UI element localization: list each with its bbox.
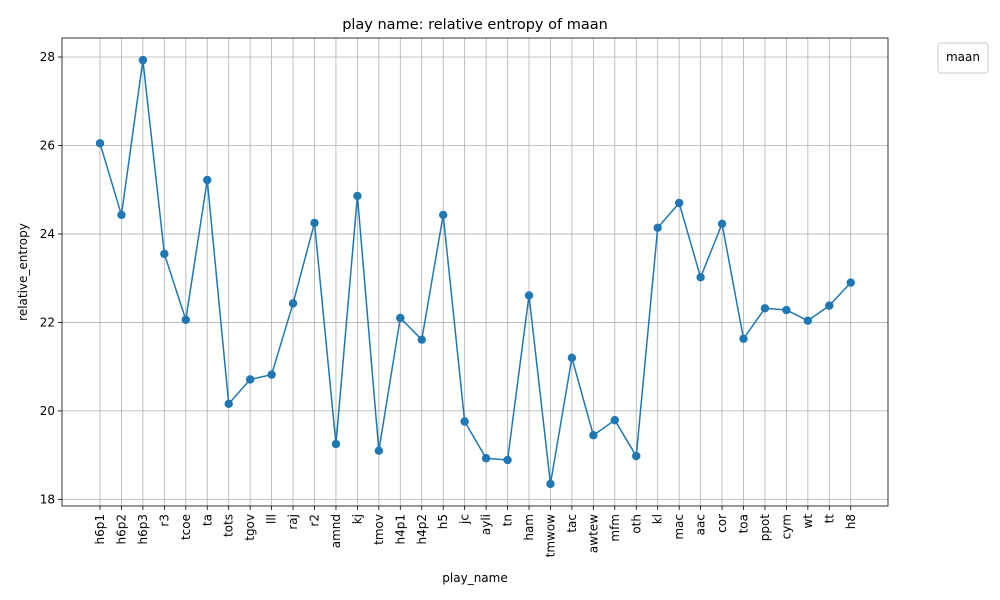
x-tick-label: h6p1 bbox=[93, 514, 107, 545]
y-tick-label: 20 bbox=[40, 404, 55, 418]
y-tick-label: 22 bbox=[40, 315, 55, 329]
data-point-mac bbox=[674, 198, 684, 208]
data-point-tmwow bbox=[546, 479, 555, 489]
data-point-mfm bbox=[610, 415, 619, 425]
x-axis-label: play_name bbox=[442, 571, 507, 585]
data-point-r3 bbox=[160, 249, 169, 259]
data-point-amnd bbox=[331, 439, 341, 449]
data-point-h5 bbox=[439, 210, 448, 220]
x-tick-label: amnd bbox=[329, 514, 343, 548]
x-tick-label: r3 bbox=[157, 514, 171, 527]
x-tick-label: h6p2 bbox=[114, 514, 128, 545]
plot-frame bbox=[61, 37, 889, 507]
x-tick-label: lll bbox=[265, 514, 279, 524]
data-point-tac bbox=[567, 353, 577, 363]
x-tick-label: mfm bbox=[608, 514, 622, 542]
data-point-kj bbox=[353, 191, 362, 201]
x-tick-label: tn bbox=[501, 514, 515, 526]
chart-title: play name: relative entropy of maan bbox=[342, 17, 608, 33]
x-tick-label: oth bbox=[629, 514, 643, 534]
data-point-tn bbox=[503, 455, 512, 465]
data-point-tgov bbox=[245, 375, 255, 384]
data-point-h4p1 bbox=[396, 313, 405, 323]
data-point-wt bbox=[803, 316, 813, 325]
x-tick-label: tmov bbox=[372, 514, 386, 545]
data-point-ppot bbox=[760, 304, 770, 313]
data-point-tt bbox=[825, 301, 834, 310]
x-tick-label: h4p1 bbox=[393, 514, 407, 545]
data-point-aac bbox=[696, 273, 705, 282]
data-point-kl bbox=[653, 223, 662, 232]
y-axis: 18 20 22 24 26 28 bbox=[40, 50, 62, 506]
x-tick-label: ayli bbox=[479, 514, 493, 535]
x-tick-label: h8 bbox=[844, 514, 858, 529]
data-point-tots bbox=[224, 399, 233, 409]
x-tick-label: kj bbox=[350, 514, 364, 524]
legend-title: maan bbox=[946, 50, 980, 64]
x-tick-label: raj bbox=[286, 514, 300, 530]
data-point-cym bbox=[782, 305, 791, 315]
y-tick-label: 28 bbox=[40, 50, 55, 64]
series-line bbox=[95, 55, 855, 489]
data-point-h6p1 bbox=[95, 139, 105, 148]
x-tick-label: cym bbox=[779, 514, 793, 539]
x-tick-label: mac bbox=[672, 514, 686, 540]
x-tick-label: h4p2 bbox=[415, 514, 429, 545]
x-tick-label: awtew bbox=[586, 514, 600, 553]
x-tick-label: kl bbox=[651, 514, 665, 524]
grid bbox=[62, 38, 888, 506]
y-tick-label: 24 bbox=[40, 227, 55, 241]
y-tick-label: 18 bbox=[40, 492, 55, 506]
x-tick-label: wt bbox=[801, 514, 815, 529]
x-tick-label: tots bbox=[222, 514, 236, 537]
data-point-ta bbox=[203, 175, 212, 185]
data-point-r2 bbox=[310, 218, 319, 228]
data-point-h6p3 bbox=[138, 55, 148, 65]
x-tick-label: toa bbox=[737, 514, 751, 533]
data-point-oth bbox=[632, 451, 641, 461]
x-tick-label: tmwow bbox=[543, 514, 557, 558]
data-point-ayli bbox=[481, 454, 491, 463]
data-point-raj bbox=[288, 299, 298, 308]
data-point-tmov bbox=[374, 446, 384, 455]
data-point-jc bbox=[460, 417, 469, 426]
x-tick-label: aac bbox=[694, 514, 708, 535]
legend-box bbox=[937, 42, 989, 74]
x-tick-label: cor bbox=[715, 514, 729, 533]
x-tick-label: tgov bbox=[243, 514, 257, 541]
x-tick-label: ham bbox=[522, 514, 536, 541]
data-point-lll bbox=[267, 370, 276, 379]
data-point-tcoe bbox=[181, 315, 190, 324]
x-tick-label: tt bbox=[822, 514, 836, 524]
x-tick-label: h5 bbox=[436, 514, 450, 529]
data-point-ham bbox=[524, 291, 534, 300]
data-point-awtew bbox=[589, 431, 598, 440]
x-tick-label: h6p3 bbox=[136, 514, 150, 545]
x-tick-label: ta bbox=[200, 514, 214, 526]
x-tick-label: tac bbox=[565, 514, 579, 533]
x-tick-label: jc bbox=[458, 514, 472, 525]
x-tick-label: r2 bbox=[308, 514, 322, 527]
x-tick-label: ppot bbox=[758, 514, 772, 542]
data-point-h8 bbox=[846, 278, 855, 287]
y-tick-label: 26 bbox=[40, 138, 55, 152]
legend: maan bbox=[937, 42, 989, 74]
series-line-path bbox=[99, 60, 852, 485]
data-point-toa bbox=[739, 334, 748, 343]
data-point-cor bbox=[717, 219, 727, 228]
x-tick-label: tcoe bbox=[179, 514, 193, 540]
y-axis-label: relative_entropy bbox=[16, 223, 30, 321]
x-axis: h6p1 h6p2 h6p3 r3 tcoe ta tots tgov lll raj r2 amnd… bbox=[93, 506, 858, 557]
data-point-h6p2 bbox=[117, 210, 126, 220]
data-point-h4p2 bbox=[417, 335, 426, 344]
